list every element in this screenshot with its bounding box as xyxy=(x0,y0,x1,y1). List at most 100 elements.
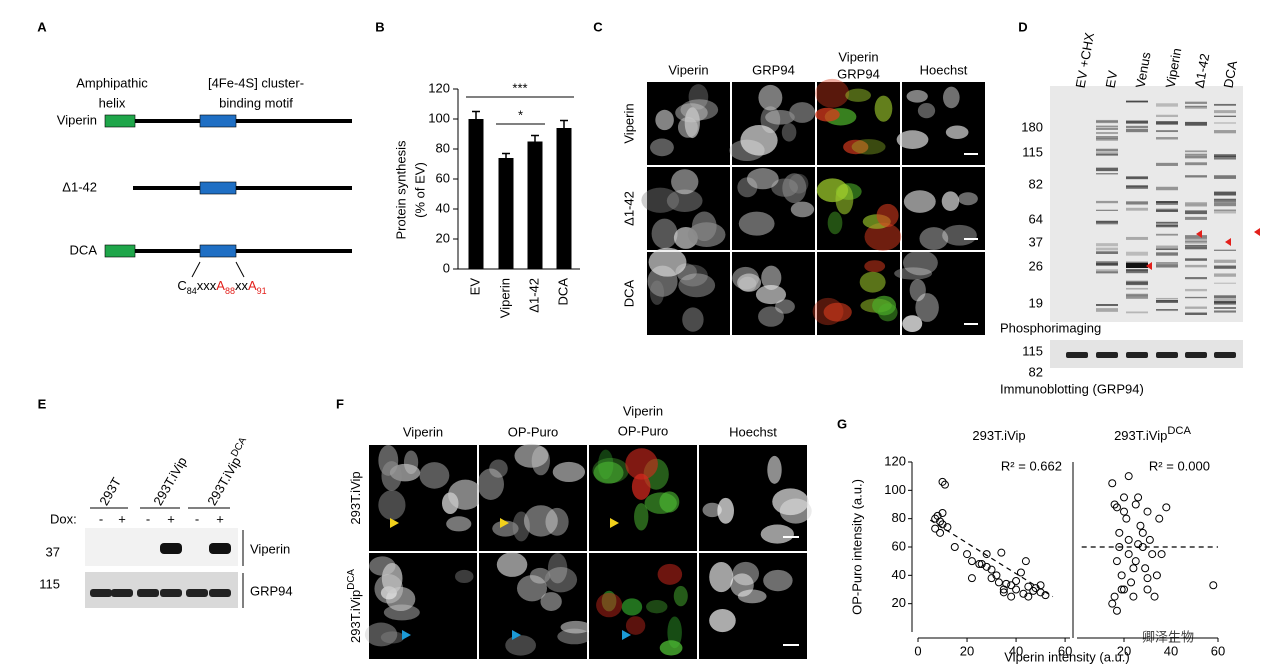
gel-band xyxy=(1156,248,1178,251)
gel-band xyxy=(1185,258,1207,261)
cell xyxy=(593,461,624,484)
cell xyxy=(419,462,450,489)
column-header: Viperin xyxy=(403,424,443,439)
cell xyxy=(682,307,704,332)
data-point xyxy=(1002,579,1011,588)
cell xyxy=(915,293,939,322)
data-point xyxy=(931,524,940,533)
y-axis-title: (% of EV) xyxy=(412,162,427,218)
data-point xyxy=(1112,503,1121,512)
gel-band xyxy=(1185,150,1207,153)
gel-band xyxy=(1096,153,1118,156)
gel-band xyxy=(1185,312,1207,315)
data-point xyxy=(1110,592,1119,601)
data-point xyxy=(1120,507,1128,516)
data-point xyxy=(1124,535,1133,544)
gel-band xyxy=(1185,288,1207,292)
label-text: 293T.iVip xyxy=(151,455,191,509)
cell xyxy=(641,187,680,213)
x-tick-label: 40 xyxy=(1164,643,1178,658)
helix-domain xyxy=(104,244,136,258)
lane-label: 293T xyxy=(97,475,125,508)
gel-band xyxy=(1214,191,1236,196)
mw-marker: 180 xyxy=(1021,119,1043,134)
data-point xyxy=(1150,592,1159,601)
dox-sign: + xyxy=(216,511,224,526)
gel-band xyxy=(1126,120,1148,124)
cell xyxy=(540,592,562,611)
data-point xyxy=(1122,514,1131,523)
cell xyxy=(894,267,933,280)
data-point xyxy=(938,477,947,486)
lane-label: 293T.iVipDCA xyxy=(203,435,255,508)
panel-letter: G xyxy=(837,416,847,431)
data-point xyxy=(1124,472,1133,481)
column-header: GRP94 xyxy=(752,62,795,77)
gel-band xyxy=(1126,281,1148,286)
data-point xyxy=(1115,528,1124,537)
gel-band xyxy=(1185,241,1207,244)
y-axis-title: Protein synthesis xyxy=(393,140,408,239)
gel-band xyxy=(1096,200,1118,204)
gel-band xyxy=(1214,209,1236,211)
y-axis-title: OP-Puro intensity (a.u.) xyxy=(849,479,864,615)
gel-band xyxy=(1126,293,1148,297)
cell xyxy=(709,609,736,633)
cell xyxy=(917,103,936,119)
panel-letter: E xyxy=(38,396,47,411)
x-tick-label: 20 xyxy=(1117,643,1131,658)
gel-band xyxy=(1214,103,1236,106)
cell xyxy=(631,473,651,500)
data-point xyxy=(1131,557,1140,566)
cell xyxy=(823,302,852,322)
cell xyxy=(364,622,398,647)
data-point xyxy=(1131,500,1140,509)
data-point xyxy=(1141,564,1150,573)
blot-label: GRP94 xyxy=(250,583,293,598)
gel-band xyxy=(1214,202,1236,207)
gel-band xyxy=(1096,220,1118,223)
data-point xyxy=(1134,493,1143,502)
gel-band xyxy=(1126,268,1148,271)
cell xyxy=(675,103,708,123)
gel-band xyxy=(1096,167,1118,172)
gel-band xyxy=(1156,224,1178,227)
gel-band xyxy=(1156,262,1178,264)
mutation-part: xxx xyxy=(197,278,217,293)
motif-domain xyxy=(199,114,237,128)
cell xyxy=(688,84,709,110)
data-point xyxy=(1007,592,1016,601)
label: helix xyxy=(99,95,126,110)
gel-band xyxy=(1096,247,1118,251)
gel-band xyxy=(1185,210,1207,215)
column-header: OP-Puro xyxy=(618,423,669,438)
cell xyxy=(864,260,886,273)
gel-band xyxy=(1214,156,1236,160)
gel-band xyxy=(1156,309,1178,312)
motif-domain xyxy=(199,181,237,195)
gel-band xyxy=(1156,114,1178,118)
dox-label: Dox: xyxy=(50,511,77,526)
data-point xyxy=(967,574,976,583)
panel-letter: B xyxy=(375,19,384,34)
gel-band xyxy=(1214,130,1236,134)
gel-band xyxy=(1126,271,1148,274)
gel-band xyxy=(1096,173,1118,175)
gel-band xyxy=(1156,162,1178,166)
gel-band xyxy=(1096,308,1118,312)
cell xyxy=(378,490,406,520)
x-tick-label: 40 xyxy=(1009,643,1023,658)
dox-sign: + xyxy=(167,511,175,526)
helix-domain xyxy=(104,114,136,128)
gel-band xyxy=(1156,209,1178,212)
data-point xyxy=(1143,507,1152,516)
x-tick-label: Viperin xyxy=(497,278,512,318)
column-header: Viperin xyxy=(668,62,708,77)
cell xyxy=(765,109,795,125)
construct-label: DCA xyxy=(70,242,98,257)
cell xyxy=(625,448,658,480)
gel-band xyxy=(1185,105,1207,108)
data-point xyxy=(977,560,986,568)
cell xyxy=(835,184,854,215)
gel-band xyxy=(1214,282,1236,284)
